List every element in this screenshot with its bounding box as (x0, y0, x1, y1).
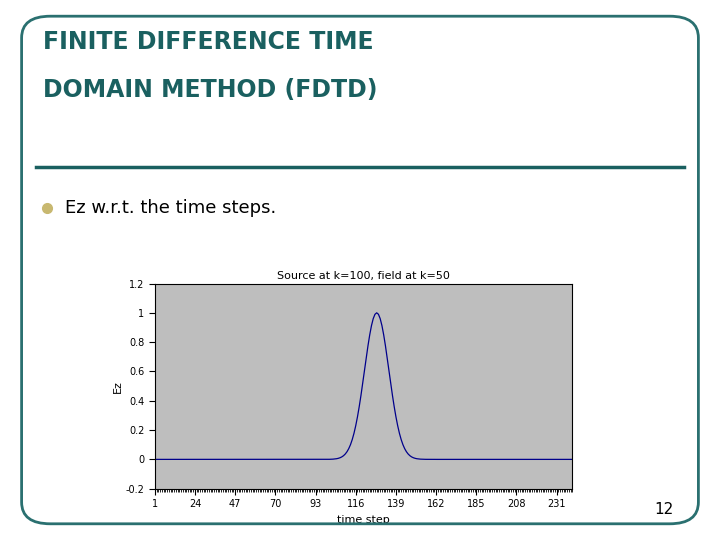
Title: Source at k=100, field at k=50: Source at k=100, field at k=50 (277, 271, 450, 281)
X-axis label: time step: time step (337, 515, 390, 525)
Text: Ez w.r.t. the time steps.: Ez w.r.t. the time steps. (65, 199, 276, 217)
Text: FINITE DIFFERENCE TIME: FINITE DIFFERENCE TIME (43, 30, 374, 53)
Text: 12: 12 (654, 502, 673, 517)
Y-axis label: Ez: Ez (113, 380, 122, 393)
Text: DOMAIN METHOD (FDTD): DOMAIN METHOD (FDTD) (43, 78, 378, 102)
